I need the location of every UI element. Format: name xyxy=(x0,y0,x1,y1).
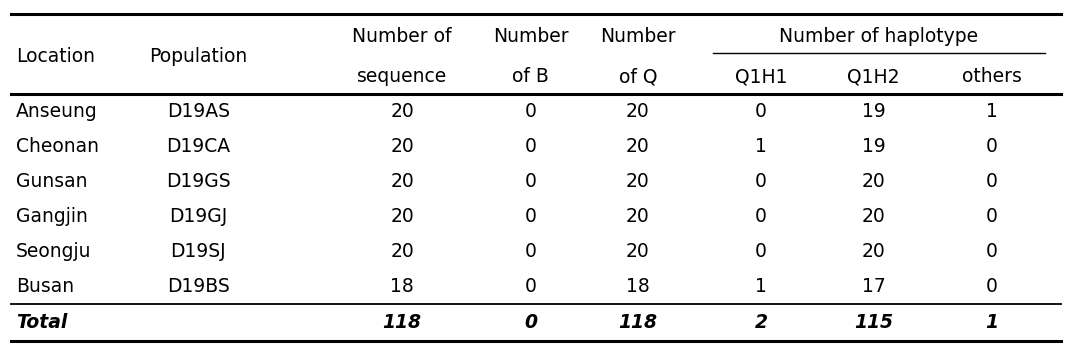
Text: 20: 20 xyxy=(626,102,650,121)
Text: D19CA: D19CA xyxy=(166,137,230,156)
Text: 1: 1 xyxy=(985,313,998,332)
Text: 118: 118 xyxy=(619,313,657,332)
Text: 18: 18 xyxy=(626,277,650,296)
Text: 20: 20 xyxy=(390,102,414,121)
Text: 20: 20 xyxy=(390,207,414,226)
Text: 20: 20 xyxy=(626,172,650,191)
Text: D19GS: D19GS xyxy=(166,172,230,191)
Text: Population: Population xyxy=(149,47,248,66)
Text: 0: 0 xyxy=(524,242,537,261)
Text: 0: 0 xyxy=(985,207,998,226)
Text: 0: 0 xyxy=(755,102,768,121)
Text: Number of haplotype: Number of haplotype xyxy=(779,27,979,46)
Text: 19: 19 xyxy=(862,102,885,121)
Text: Number of: Number of xyxy=(353,27,451,46)
Text: D19GJ: D19GJ xyxy=(169,207,227,226)
Text: 0: 0 xyxy=(755,242,768,261)
Text: 20: 20 xyxy=(626,242,650,261)
Text: Number: Number xyxy=(493,27,568,46)
Text: Seongju: Seongju xyxy=(16,242,91,261)
Text: 118: 118 xyxy=(383,313,421,332)
Text: 20: 20 xyxy=(626,207,650,226)
Text: 0: 0 xyxy=(524,313,537,332)
Text: 0: 0 xyxy=(524,102,537,121)
Text: Anseung: Anseung xyxy=(16,102,98,121)
Text: 20: 20 xyxy=(862,172,885,191)
Text: 0: 0 xyxy=(985,137,998,156)
Text: 0: 0 xyxy=(985,277,998,296)
Text: 0: 0 xyxy=(985,172,998,191)
Text: 0: 0 xyxy=(524,207,537,226)
Text: Total: Total xyxy=(16,313,68,332)
Text: 20: 20 xyxy=(862,242,885,261)
Text: 19: 19 xyxy=(862,137,885,156)
Text: 0: 0 xyxy=(524,172,537,191)
Text: 0: 0 xyxy=(985,242,998,261)
Text: of B: of B xyxy=(512,67,549,86)
Text: others: others xyxy=(962,67,1022,86)
Text: 0: 0 xyxy=(755,172,768,191)
Text: Busan: Busan xyxy=(16,277,74,296)
Text: D19SJ: D19SJ xyxy=(170,242,226,261)
Text: Cheonan: Cheonan xyxy=(16,137,99,156)
Text: 1: 1 xyxy=(755,277,768,296)
Text: 20: 20 xyxy=(626,137,650,156)
Text: D19AS: D19AS xyxy=(167,102,229,121)
Text: 20: 20 xyxy=(390,137,414,156)
Text: Number: Number xyxy=(600,27,675,46)
Text: 20: 20 xyxy=(390,172,414,191)
Text: 20: 20 xyxy=(862,207,885,226)
Text: 2: 2 xyxy=(755,313,768,332)
Text: 0: 0 xyxy=(524,277,537,296)
Text: 18: 18 xyxy=(390,277,414,296)
Text: Location: Location xyxy=(16,47,95,66)
Text: Q1H2: Q1H2 xyxy=(848,67,899,86)
Text: sequence: sequence xyxy=(357,67,447,86)
Text: 0: 0 xyxy=(524,137,537,156)
Text: 1: 1 xyxy=(755,137,768,156)
Text: Gangjin: Gangjin xyxy=(16,207,88,226)
Text: 20: 20 xyxy=(390,242,414,261)
Text: 115: 115 xyxy=(854,313,893,332)
Text: D19BS: D19BS xyxy=(167,277,229,296)
Text: 17: 17 xyxy=(862,277,885,296)
Text: 1: 1 xyxy=(985,102,998,121)
Text: Q1H1: Q1H1 xyxy=(735,67,787,86)
Text: 0: 0 xyxy=(755,207,768,226)
Text: Gunsan: Gunsan xyxy=(16,172,88,191)
Text: of Q: of Q xyxy=(619,67,657,86)
